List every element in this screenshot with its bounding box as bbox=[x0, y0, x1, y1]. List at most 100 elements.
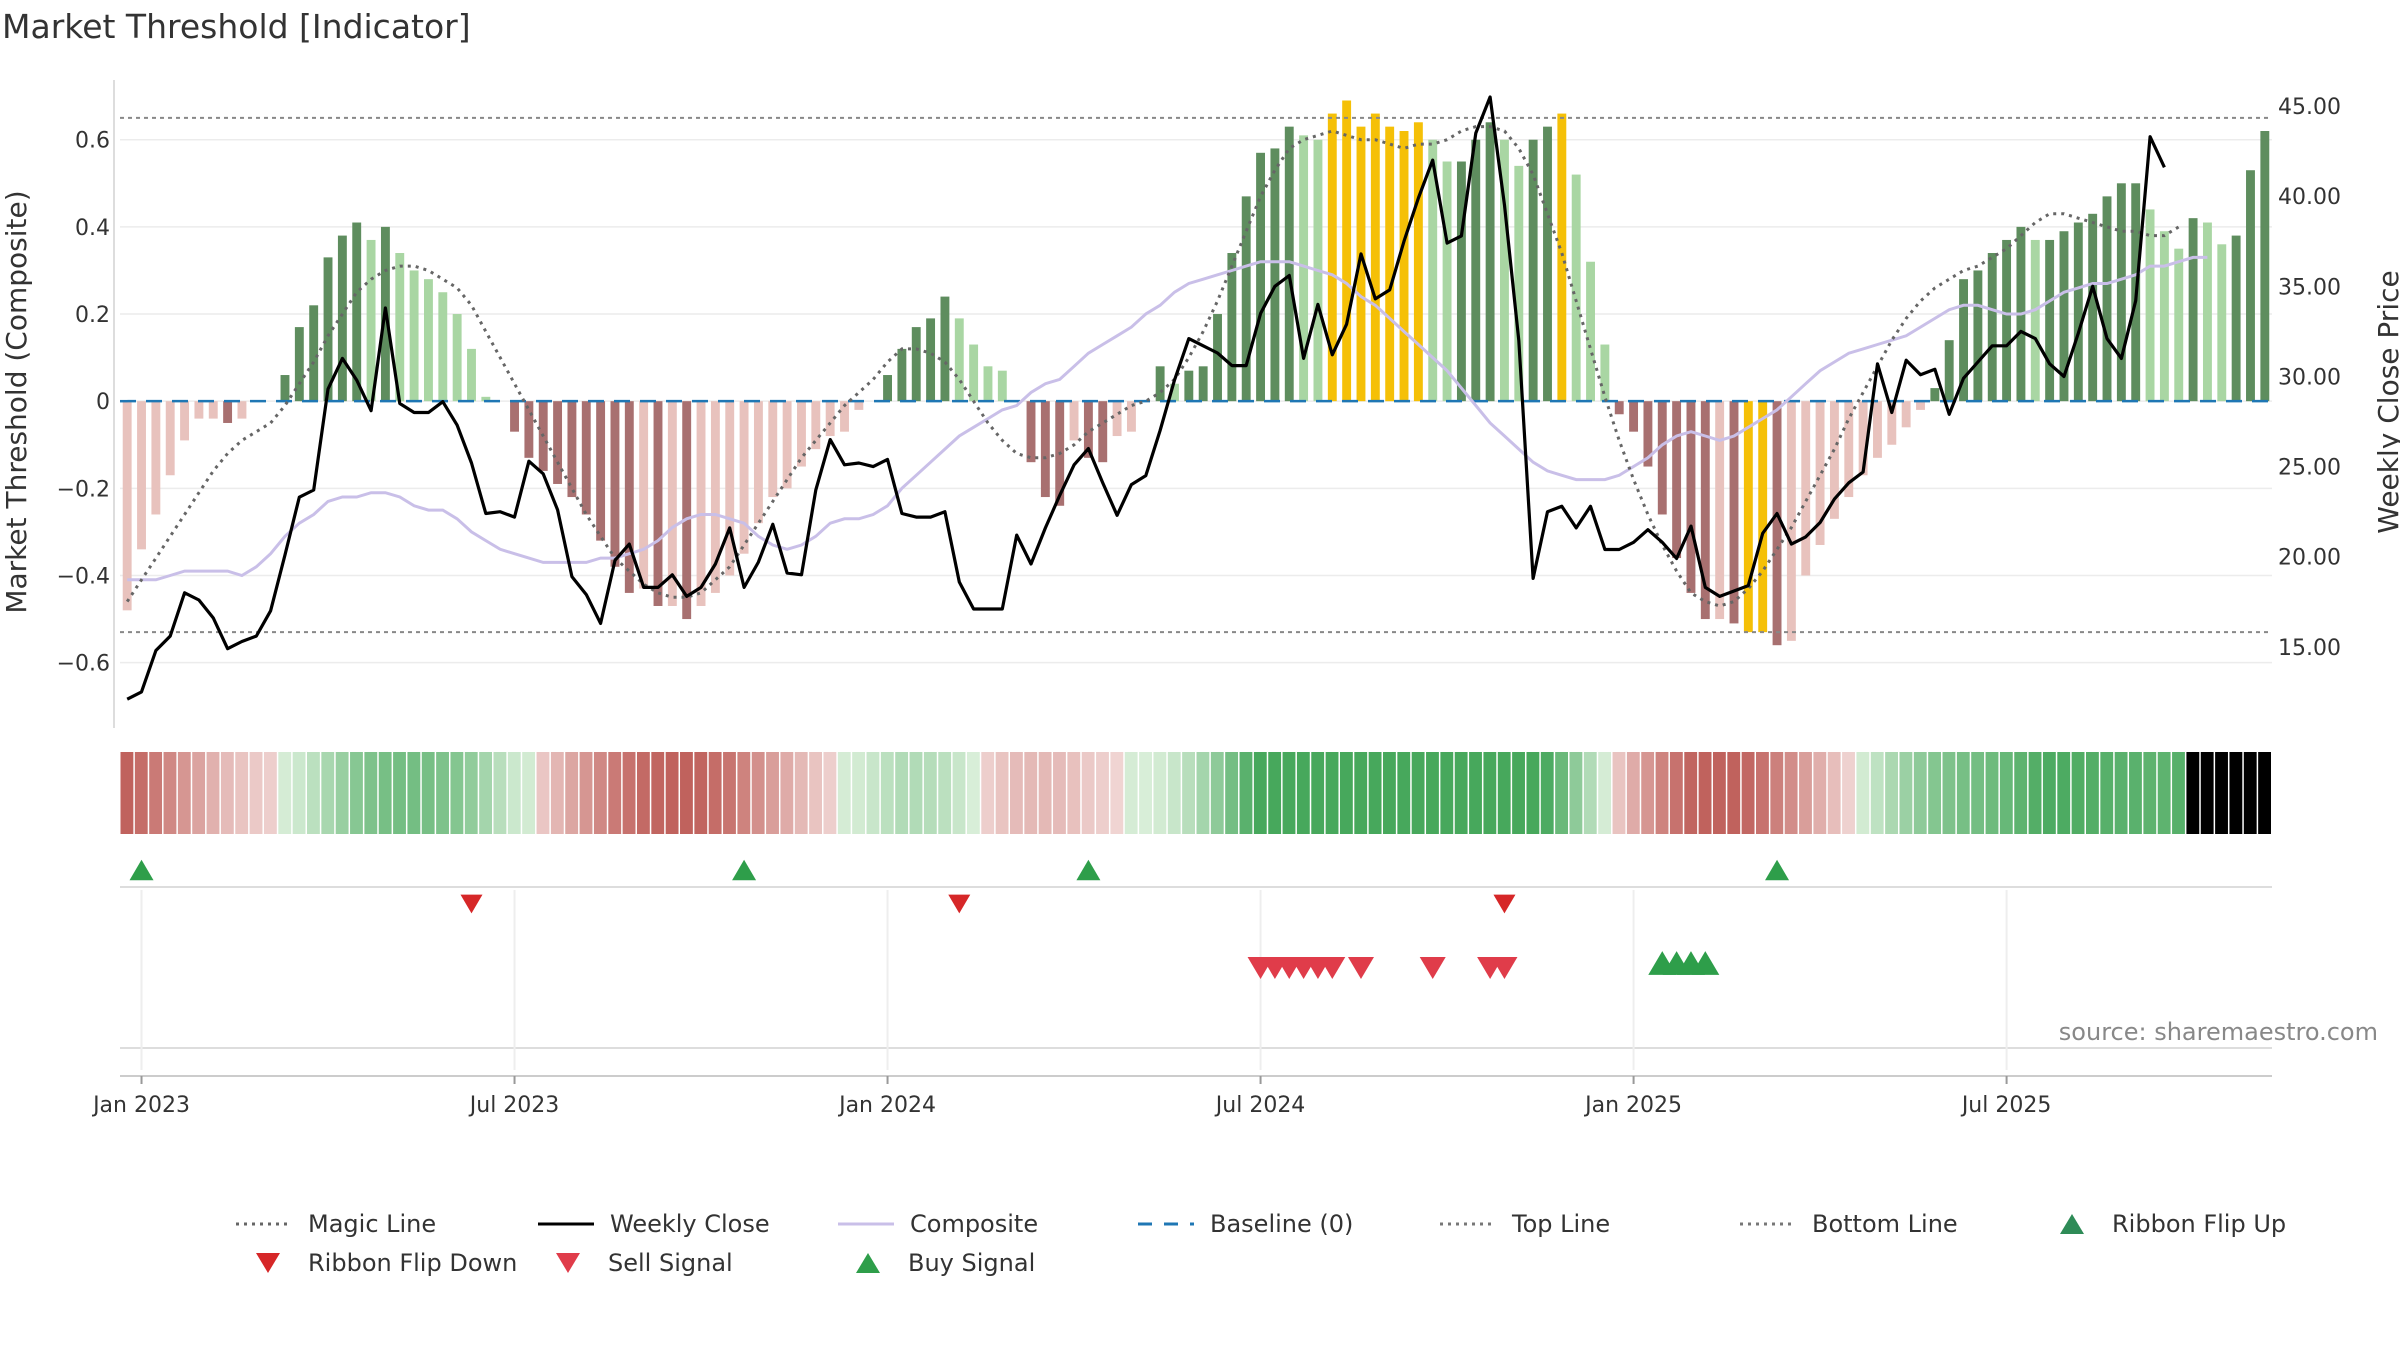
composite-bar bbox=[2217, 244, 2227, 402]
composite-bar bbox=[2059, 231, 2069, 402]
legend-label: Buy Signal bbox=[908, 1249, 1035, 1277]
ribbon-cell bbox=[378, 752, 392, 834]
composite-bar bbox=[596, 401, 606, 541]
composite-bar bbox=[825, 401, 835, 437]
composite-bar bbox=[180, 401, 190, 441]
composite-bar bbox=[1557, 113, 1567, 402]
composite-bar bbox=[2102, 196, 2112, 402]
ribbon-cell bbox=[2186, 752, 2200, 834]
composite-bar bbox=[1241, 196, 1251, 402]
ribbon-cell bbox=[794, 752, 808, 834]
ribbon-cell bbox=[2143, 752, 2157, 834]
ribbon-cell bbox=[694, 752, 708, 834]
composite-bar bbox=[1672, 401, 1682, 559]
ribbon-cell bbox=[1799, 752, 1812, 834]
composite-bar bbox=[1040, 401, 1050, 498]
y-tick-label: 0.6 bbox=[75, 129, 110, 154]
ribbon-cell bbox=[2057, 752, 2071, 834]
ribbon-cell bbox=[1354, 752, 1368, 834]
ribbon-cell bbox=[292, 752, 306, 834]
composite-bar bbox=[2116, 183, 2126, 402]
ribbon-cell bbox=[1756, 752, 1769, 834]
y-tick-label: 0 bbox=[96, 390, 110, 415]
ribbon-cell bbox=[321, 752, 335, 834]
composite-bar bbox=[2260, 131, 2270, 402]
composite-bar bbox=[782, 401, 792, 489]
legend-label: Ribbon Flip Down bbox=[308, 1249, 517, 1277]
composite-bar bbox=[1614, 401, 1624, 415]
ribbon-flip-up-marker bbox=[129, 859, 154, 881]
legend-label: Composite bbox=[910, 1210, 1038, 1238]
ribbon-cell bbox=[1669, 752, 1683, 834]
ribbon-cell bbox=[1540, 752, 1554, 834]
ribbon-cell bbox=[2243, 752, 2257, 834]
x-tick-label: Jul 2025 bbox=[1960, 1093, 2052, 1118]
composite-bar bbox=[1528, 139, 1538, 402]
ribbon-cell bbox=[923, 752, 937, 834]
sell-signal-marker bbox=[1419, 956, 1446, 980]
weekly-close-line bbox=[126, 95, 2166, 701]
composite-bar bbox=[926, 318, 936, 402]
ribbon-cell bbox=[220, 752, 234, 834]
composite-bar bbox=[897, 348, 907, 402]
ribbon-cell bbox=[536, 752, 550, 834]
ribbon-cell bbox=[2071, 752, 2085, 834]
ribbon-cell bbox=[1167, 752, 1181, 834]
y2-tick-label: 30.00 bbox=[2278, 365, 2341, 390]
composite-bar bbox=[653, 401, 663, 606]
composite-bar bbox=[1256, 152, 1266, 402]
composite-bar bbox=[1413, 122, 1423, 402]
ribbon-cell bbox=[1512, 752, 1525, 834]
ribbon-cell bbox=[1483, 752, 1497, 834]
ribbon-cell bbox=[1196, 752, 1210, 834]
x-axis: Jan 2023 Jul 2023 Jan 2024 Jul 2024 Jan 2025… bbox=[91, 1076, 2051, 1118]
ribbon-cell bbox=[2129, 752, 2142, 834]
ribbon-cell bbox=[1928, 752, 1942, 834]
ribbon-cell bbox=[909, 752, 923, 834]
ribbon-cell bbox=[1856, 752, 1870, 834]
composite-bar bbox=[1829, 401, 1839, 519]
composite-bar bbox=[280, 375, 290, 402]
ribbon-cell bbox=[981, 752, 995, 834]
ribbon-cell bbox=[1268, 752, 1282, 834]
sell-signal-marker bbox=[1319, 956, 1346, 980]
composite-bar bbox=[768, 401, 778, 498]
y-tick-label: 0.4 bbox=[75, 216, 110, 241]
y2-tick-label: 40.00 bbox=[2278, 185, 2341, 210]
composite-bar bbox=[1715, 401, 1725, 620]
ribbon-cell bbox=[780, 752, 794, 834]
ribbon-cell bbox=[1339, 752, 1353, 834]
legend-swatch bbox=[2060, 1214, 2084, 1234]
composite-bar bbox=[481, 396, 491, 402]
ribbon-cell bbox=[350, 752, 363, 834]
composite-bar bbox=[1112, 401, 1122, 437]
ribbon-cell bbox=[737, 752, 751, 834]
ribbon-cell bbox=[1655, 752, 1669, 834]
ribbon-cell bbox=[1741, 752, 1755, 834]
composite-bar bbox=[725, 401, 735, 576]
ribbon-cell bbox=[1497, 752, 1511, 834]
composite-bar bbox=[1284, 126, 1294, 402]
chart-title: Market Threshold [Indicator] bbox=[2, 7, 471, 46]
composite-bar bbox=[1772, 401, 1782, 646]
ribbon-cell bbox=[1569, 752, 1583, 834]
y-tick-label: −0.4 bbox=[57, 564, 110, 589]
legend: Magic Line Weekly Close Composite Baseline … bbox=[236, 1210, 2286, 1277]
ribbon-cell bbox=[938, 752, 952, 834]
ribbon-cell bbox=[1770, 752, 1784, 834]
ribbon-cell bbox=[1210, 752, 1224, 834]
ribbon-cell bbox=[163, 752, 177, 834]
composite-bar bbox=[1385, 126, 1395, 402]
composite-bar bbox=[1571, 174, 1581, 402]
ribbon-cell bbox=[1153, 752, 1167, 834]
ribbon-cell bbox=[1067, 752, 1081, 834]
ribbon-cell bbox=[1282, 752, 1296, 834]
composite-bar bbox=[954, 318, 964, 402]
composite-bar bbox=[352, 222, 362, 402]
ribbon-cell bbox=[608, 752, 622, 834]
ribbon-cell bbox=[1081, 752, 1095, 834]
composite-bar bbox=[1657, 401, 1667, 515]
ribbon-cell bbox=[1311, 752, 1325, 834]
legend-label: Baseline (0) bbox=[1210, 1210, 1353, 1238]
sell-signal-marker bbox=[1347, 956, 1374, 980]
